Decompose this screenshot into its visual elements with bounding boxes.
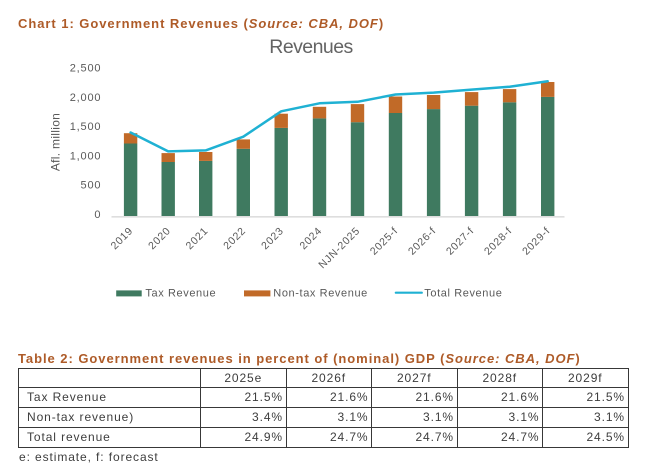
svg-text:2027-f: 2027-f: [444, 225, 477, 258]
svg-text:2021: 2021: [184, 225, 211, 252]
svg-text:2026-f: 2026-f: [406, 225, 439, 258]
svg-text:2024: 2024: [297, 225, 324, 252]
svg-text:500: 500: [81, 180, 102, 192]
svg-text:1,500: 1,500: [70, 121, 102, 133]
svg-text:2023: 2023: [259, 225, 286, 252]
svg-text:Tax Revenue: Tax Revenue: [145, 288, 216, 300]
svg-text:NJN-2025: NJN-2025: [316, 225, 362, 271]
svg-text:Revenues: Revenues: [269, 36, 353, 58]
svg-text:2020: 2020: [146, 225, 173, 252]
svg-text:0: 0: [94, 209, 101, 221]
svg-text:1,000: 1,000: [70, 150, 102, 162]
svg-text:Non-tax Revenue: Non-tax Revenue: [273, 288, 368, 300]
svg-text:2029-f: 2029-f: [520, 225, 553, 258]
svg-text:2025-f: 2025-f: [368, 225, 401, 258]
svg-text:2,500: 2,500: [70, 63, 102, 75]
svg-text:2019: 2019: [109, 225, 136, 252]
svg-text:2028-f: 2028-f: [482, 225, 515, 258]
svg-text:2022: 2022: [221, 225, 248, 252]
svg-text:Afl. million: Afl. million: [49, 113, 63, 171]
svg-text:Total Revenue: Total Revenue: [424, 288, 502, 300]
svg-text:2,000: 2,000: [70, 92, 102, 104]
